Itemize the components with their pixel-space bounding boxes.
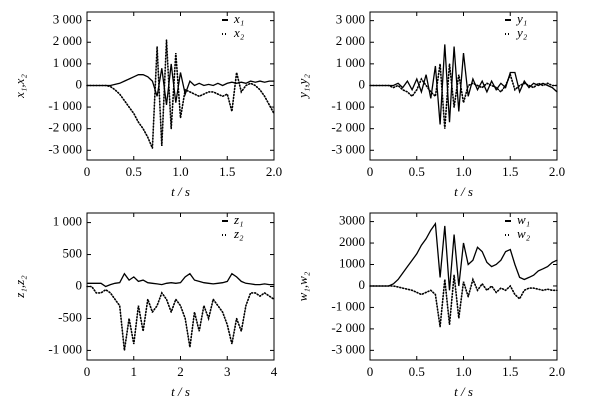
x-tick-label: 2.0 xyxy=(549,164,565,179)
x-tick-label: 0.5 xyxy=(126,164,142,179)
y-tick-label: 2000 xyxy=(339,234,365,249)
legend-label: z₂ xyxy=(233,226,244,241)
y-tick-label: -3 000 xyxy=(331,341,365,356)
legend-label: x₂ xyxy=(233,25,245,40)
y-tick-label: -3 000 xyxy=(48,141,82,156)
y-tick-label: 1 000 xyxy=(53,55,82,70)
legend-label: w₁ xyxy=(517,212,530,227)
subplot: 0 0.5 1.0 1.5 2.0 3000 2000 1000 0 -1 000 -2 000 -3… xyxy=(295,212,565,399)
y-tick-label: 2 000 xyxy=(336,33,365,48)
y-tick-label: 3000 xyxy=(339,213,365,228)
x-tick-label: 2 xyxy=(177,364,184,379)
x-tick-label: 3 xyxy=(224,364,231,379)
y-axis-label: y₁,y₂ xyxy=(295,74,310,100)
y-tick-label: 3 000 xyxy=(336,12,365,27)
y-tick-label: -2 000 xyxy=(331,320,365,335)
x-tick-label: 1.5 xyxy=(219,164,235,179)
x-tick-label: 1.5 xyxy=(502,364,518,379)
y-tick-label: 1 000 xyxy=(336,55,365,70)
subplot: 0 0.5 1.0 1.5 2.0 3 000 2 000 1 000 0 -1 000 -2 00… xyxy=(12,11,282,199)
y-tick-label: 0 xyxy=(76,277,83,292)
y-tick-label: 0 xyxy=(359,76,366,91)
series-line xyxy=(369,44,558,125)
y-tick-label: 1 000 xyxy=(53,214,82,229)
y-tick-label: -1 000 xyxy=(331,298,365,313)
y-tick-label: 0 xyxy=(359,277,366,292)
series-line xyxy=(86,272,275,288)
series-line xyxy=(86,63,275,105)
y-tick-label: 1000 xyxy=(339,255,365,270)
series-line xyxy=(369,63,558,129)
legend-label: z₁ xyxy=(233,212,244,227)
x-axis-label: t / s xyxy=(454,384,473,399)
y-axis-label: z₁,z₂ xyxy=(12,275,27,299)
x-axis-label: t / s xyxy=(171,384,190,399)
y-tick-label: -500 xyxy=(58,309,82,324)
y-tick-label: 2 000 xyxy=(53,33,82,48)
y-tick-label: 0 xyxy=(76,76,83,91)
y-tick-label: -1 000 xyxy=(48,98,82,113)
x-tick-label: 0.5 xyxy=(409,364,425,379)
x-tick-label: 2.0 xyxy=(266,164,282,179)
y-axis-label: x₁,x₂ xyxy=(12,74,27,99)
x-tick-label: 0 xyxy=(84,164,91,179)
x-tick-label: 2.0 xyxy=(549,364,565,379)
x-tick-label: 1.0 xyxy=(455,364,471,379)
y-tick-label: -2 000 xyxy=(331,120,365,135)
y-tick-label: -1 000 xyxy=(48,341,82,356)
x-tick-label: 0 xyxy=(367,164,374,179)
series-line xyxy=(86,40,275,149)
x-tick-label: 1 xyxy=(131,364,138,379)
series-line xyxy=(86,285,275,351)
y-tick-label: -1 000 xyxy=(331,98,365,113)
legend-label: y₂ xyxy=(515,25,528,40)
y-tick-label: 500 xyxy=(63,246,83,261)
x-axis-label: t / s xyxy=(171,184,190,199)
x-tick-label: 1.0 xyxy=(172,164,188,179)
x-tick-label: 0 xyxy=(84,364,91,379)
subplot: 0 0.5 1.0 1.5 2.0 3 000 2 000 1 000 0 -1 000 -2 00… xyxy=(295,11,565,199)
y-tick-label: -3 000 xyxy=(331,141,365,156)
legend-label: x₁ xyxy=(233,11,244,26)
legend-label: w₂ xyxy=(517,226,531,241)
x-tick-label: 0.5 xyxy=(409,164,425,179)
y-axis-label: w₁,w₂ xyxy=(295,271,310,301)
x-axis-label: t / s xyxy=(454,184,473,199)
plot-frame xyxy=(86,212,275,361)
series-line xyxy=(369,221,558,291)
series-line xyxy=(369,275,558,327)
x-tick-label: 1.0 xyxy=(455,164,471,179)
x-tick-label: 4 xyxy=(271,364,278,379)
legend-label: y₁ xyxy=(515,11,527,26)
y-tick-label: 3 000 xyxy=(53,12,82,27)
x-tick-label: 0 xyxy=(367,364,374,379)
x-tick-label: 1.5 xyxy=(502,164,518,179)
y-tick-label: -2 000 xyxy=(48,120,82,135)
